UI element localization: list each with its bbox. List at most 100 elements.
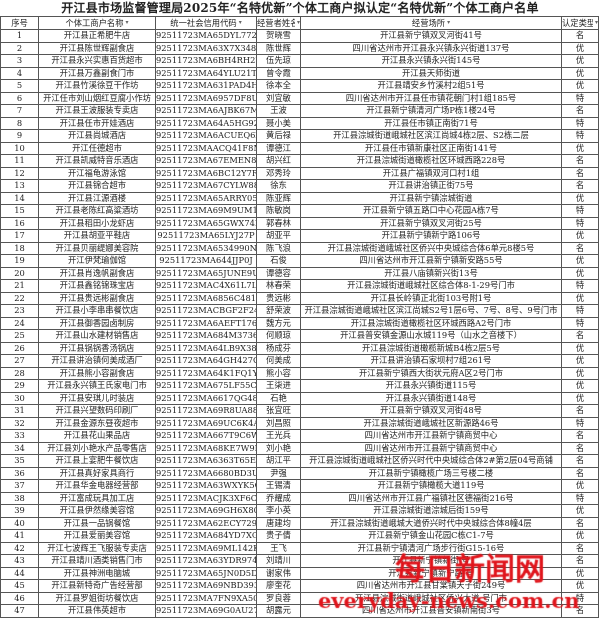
- cell-credit-code: 92511723MA6957DF8U: [155, 91, 257, 105]
- cell-operator: 刘宜敏: [256, 91, 301, 105]
- table-row: 45 开江县新特奇广告经营部 92511723MA69NBD393 廖奎花 四川省达州市…: [0, 579, 599, 593]
- cell-credit-code: 92511723MA65ARRY05: [155, 191, 257, 205]
- cell-address: 开江县淙城街道橄榄社区环城西路A2号门市: [300, 316, 562, 330]
- cell-type: 名: [561, 429, 599, 443]
- cell-name: 开江县安琪儿时装店: [38, 391, 156, 405]
- filter-dropdown-icon[interactable]: ▾: [296, 19, 300, 26]
- cell-name: 开江县正希肥牛店: [38, 29, 156, 43]
- header-name[interactable]: 个体工商户名称 ▾: [38, 16, 156, 30]
- cell-credit-code: 92511723MA69GH6X80: [155, 504, 257, 518]
- cell-name: 开江县尚城酒店: [38, 129, 156, 143]
- cell-credit-code: 92511723MA631PAD4H: [155, 79, 257, 93]
- cell-address: 开江县淙城街道峨城社区新源路46号: [300, 416, 562, 430]
- cell-type: 优: [561, 391, 599, 405]
- cell-seq: 8: [0, 116, 39, 130]
- filter-dropdown-icon[interactable]: ▾: [238, 19, 242, 26]
- merchant-table: 序号 个体工商户名称 ▾ 统一社会信用代码 ▾ 经营者姓名 ▾ 经营场所 ▾ 认定类型 ▾…: [0, 16, 599, 618]
- cell-operator: 聂小美: [256, 116, 301, 130]
- cell-type: 优: [561, 504, 599, 518]
- cell-address: 开江县天师街道: [300, 66, 562, 80]
- header-operator[interactable]: 经营者姓名 ▾: [256, 16, 301, 30]
- table-row: 4 开江县万鑫副食门市 92511723MA64YLU21T 曾令霞 开江县天师街道优: [0, 66, 599, 80]
- cell-credit-code: 92511723MA68KE7W9N: [155, 441, 257, 455]
- cell-seq: 5: [0, 79, 39, 93]
- cell-credit-code: 92511723MA63WXYK5Q: [155, 479, 257, 493]
- table-row: 20 开江县肖逸帆副食店 92511723MA65JUNE9U 谭德容 开江县八庙镇新兴…: [0, 266, 599, 280]
- cell-seq: 45: [0, 579, 39, 593]
- cell-seq: 4: [0, 66, 39, 80]
- cell-type: 名: [561, 541, 599, 555]
- cell-credit-code: 92511723MACBGF2F24: [155, 304, 257, 318]
- header-code[interactable]: 统一社会信用代码 ▾: [155, 16, 257, 30]
- cell-type: 优: [561, 54, 599, 68]
- cell-address: 开江县新宁镇新宁路106号: [300, 229, 562, 243]
- cell-operator: 胡兴红: [256, 154, 301, 168]
- cell-name: 开江县伊然缘美容馆: [38, 504, 156, 518]
- cell-operator: 徐本全: [256, 79, 301, 93]
- cell-name: 开江县老陈红高粱酒坊: [38, 204, 156, 218]
- cell-address: 开江县新宁镇橄榄广场三号楼二楼: [300, 466, 562, 480]
- cell-operator: 李小英: [256, 504, 301, 518]
- cell-type: 名: [561, 554, 599, 568]
- cell-type: 名: [561, 29, 599, 43]
- cell-operator: 胡亚平: [256, 229, 301, 243]
- page-title: 开江县市场监督管理局2025年“名特优新”个体工商户拟认定“名特优新”个体工商户…: [61, 1, 539, 15]
- table-row: 21 开江县鑫铭锦珠宝店 92511723MAC4X61L7L 林春荣 开江县淙城街道峨…: [0, 279, 599, 293]
- cell-name: 开江县江源酒楼: [38, 191, 156, 205]
- cell-credit-code: 92511723MA6ACUEQ6X: [155, 129, 257, 143]
- table-row: 38 开江富成玩具加工店 92511723MACJK3XF6C 乔耀成 四川省达州市开江…: [0, 491, 599, 505]
- filter-dropdown-icon[interactable]: ▾: [594, 19, 598, 26]
- cell-address: 开江县长岭镇正北街103号附1号: [300, 291, 562, 305]
- header-address[interactable]: 经营场所 ▾: [300, 16, 562, 30]
- cell-address: 开江县讲治镇石家坝村7组261号: [300, 354, 562, 368]
- table-row: 13 开江县锦合超市 92511723MA67CYLW88 徐东 开江县讲治镇正街75号…: [0, 179, 599, 193]
- cell-type: 优: [561, 66, 599, 80]
- table-row: 23 开江县小李串串餐饮店 92511723MACBGF2F24 舒荣波 开江县淙城街道…: [0, 304, 599, 318]
- cell-type: 名: [561, 441, 599, 455]
- filter-dropdown-icon[interactable]: ▾: [125, 19, 129, 26]
- cell-operator: 罗良蓉: [256, 591, 301, 605]
- cell-credit-code: 92511723MA69ML142K: [155, 541, 257, 555]
- cell-name: 开江县任市开娃酒店: [38, 116, 156, 130]
- cell-type: 优: [561, 579, 599, 593]
- cell-credit-code: 92511723MA69R8UA88: [155, 404, 257, 418]
- cell-seq: 47: [0, 604, 39, 618]
- cell-type: 名: [561, 404, 599, 418]
- table-row: 39 开江县伊然缘美容馆 92511723MA69GH6X80 李小英 开江县淙城街道淙…: [0, 504, 599, 518]
- filter-dropdown-icon[interactable]: ▾: [447, 19, 451, 26]
- header-label: 认定类型: [562, 17, 593, 28]
- cell-seq: 28: [0, 366, 39, 380]
- cell-operator: 陈敏岗: [256, 204, 301, 218]
- cell-address: 开江县淙城街道峨城大道侨兴时代中央城综合体8幢4层: [300, 516, 562, 530]
- cell-address: 四川省达州市开江县甘棠镇天子街249号: [300, 579, 562, 593]
- cell-credit-code: 92511723MA6AEFT176: [155, 316, 257, 330]
- cell-operator: 贺晓雪: [256, 29, 301, 43]
- table-row: 46 开江县罗姐街坊餐饮店 92511723MA7FN9XA50 罗良蓉 开江县淙城街道…: [0, 591, 599, 605]
- table-body: 1 开江县正希肥牛店 92511723MA65DYL772 贺晓雪 开江县新宁镇双叉河街…: [0, 29, 599, 618]
- cell-operator: 舒荣波: [256, 304, 301, 318]
- table-row: 26 开江县锅锅香汤锅店 92511723MA64LB9X38 杨成芬 开江县淙城街道橄…: [0, 341, 599, 355]
- cell-seq: 39: [0, 504, 39, 518]
- header-type[interactable]: 认定类型 ▾: [561, 16, 599, 30]
- cell-name: 开江县贝丽缇娜美容院: [38, 241, 156, 255]
- cell-seq: 9: [0, 129, 39, 143]
- table-row: 40 开江县一品锅餐馆 92511723MA62ECY729 唐建均 开江县淙城街道峨城…: [0, 516, 599, 530]
- cell-address: 四川省达州市开江县新宁镇商贸中心: [300, 441, 562, 455]
- cell-address: 四川省达州市开江县任市镇花朝门村1组185号: [300, 91, 562, 105]
- cell-name: 开江县罗姐街坊餐饮店: [38, 591, 156, 605]
- header-seq: 序号: [0, 16, 39, 30]
- cell-name: 开江县万鑫副食门市: [38, 66, 156, 80]
- cell-operator: 邓秀玲: [256, 166, 301, 180]
- cell-type: 名: [561, 154, 599, 168]
- cell-seq: 27: [0, 354, 39, 368]
- cell-name: 开江县山水建材销售店: [38, 329, 156, 343]
- cell-type: 优: [561, 379, 599, 393]
- cell-credit-code: 92511723MA62ECY729: [155, 516, 257, 530]
- cell-seq: 18: [0, 241, 39, 255]
- cell-type: 特: [561, 416, 599, 430]
- cell-credit-code: 92511723MA644JJP0J: [155, 254, 257, 268]
- cell-operator: 王波: [256, 104, 301, 118]
- cell-address: 开江县新宁镇清河广场步行街G15-16号: [300, 541, 562, 555]
- cell-credit-code: 92511723MA6617QG48: [155, 391, 257, 405]
- cell-operator: 陈亚辉: [256, 191, 301, 205]
